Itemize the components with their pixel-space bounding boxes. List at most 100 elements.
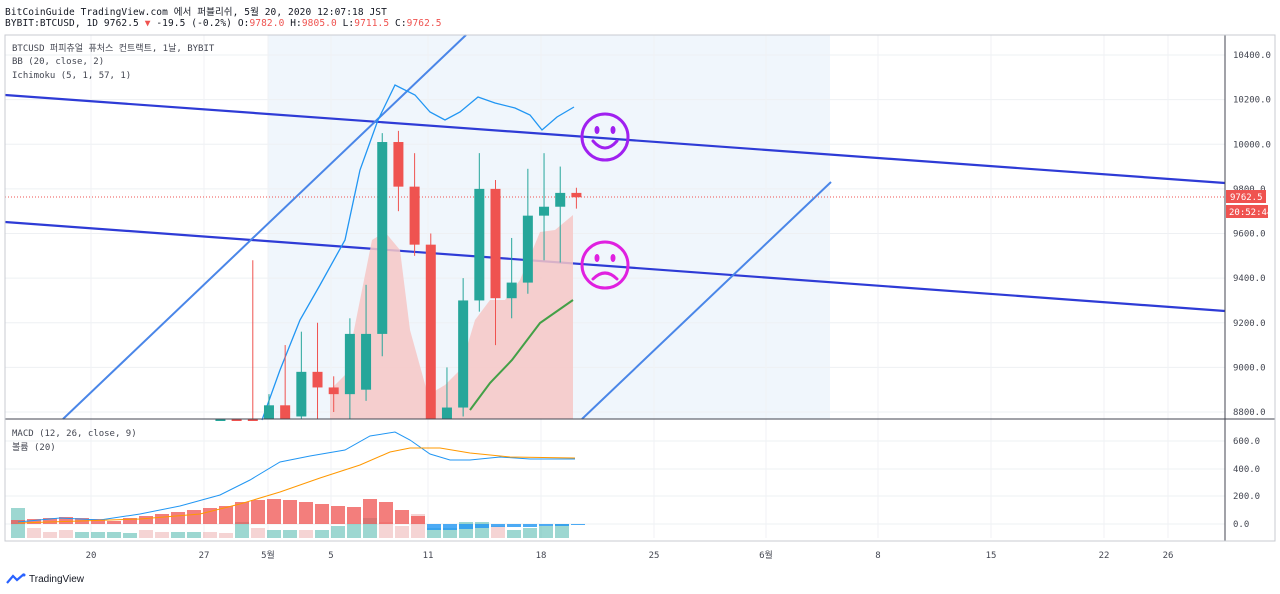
volume-bar bbox=[443, 528, 457, 538]
symbol-label: BYBIT:BTCUSD, 1D 9762.5 bbox=[5, 18, 139, 29]
candle-body bbox=[231, 419, 242, 421]
high-label: H: bbox=[290, 18, 302, 29]
volume-bar bbox=[219, 533, 233, 538]
candles bbox=[215, 130, 582, 421]
volume-bar bbox=[43, 532, 57, 538]
sad-smiley-icon-mouth bbox=[591, 271, 619, 281]
candle-body bbox=[377, 142, 388, 334]
price-tick: 9600.0 bbox=[1233, 230, 1266, 240]
candle-body bbox=[522, 215, 533, 283]
tradingview-logo[interactable]: TradingView bbox=[6, 573, 84, 585]
volume-bar bbox=[155, 532, 169, 538]
candle-body bbox=[441, 407, 452, 419]
volume-bar bbox=[299, 530, 313, 538]
candle-body bbox=[393, 142, 404, 187]
volume-bar bbox=[539, 526, 553, 538]
macd-histogram-bar bbox=[267, 499, 281, 524]
candle-body bbox=[539, 206, 550, 216]
volume-bar bbox=[491, 526, 505, 538]
macd-histogram-bar bbox=[395, 510, 409, 524]
time-tick: 20 bbox=[86, 551, 97, 561]
price-tick: 10000.0 bbox=[1233, 140, 1271, 150]
macd-histogram-bar bbox=[171, 512, 185, 524]
volume-bar bbox=[59, 530, 73, 538]
volume-bar bbox=[27, 528, 41, 538]
macd-histogram-bar bbox=[139, 516, 153, 524]
candle-body bbox=[247, 419, 258, 421]
volume-bar bbox=[139, 530, 153, 538]
candle-body bbox=[215, 419, 226, 421]
price-tick: 10400.0 bbox=[1233, 51, 1271, 61]
macd-histogram-bar bbox=[91, 519, 105, 524]
time-tick: 15 bbox=[986, 551, 997, 561]
volume-bars bbox=[11, 508, 569, 538]
candle-body bbox=[328, 387, 339, 395]
volume-bar bbox=[235, 522, 249, 538]
macd-histogram-bar bbox=[283, 500, 297, 524]
candle-body bbox=[296, 371, 307, 417]
last-price-text: 9762.5 bbox=[1230, 193, 1263, 203]
open-label: O: bbox=[237, 18, 250, 29]
macd-histogram-bar bbox=[427, 524, 441, 530]
price-labels: 9762.5 20:52:44 bbox=[1226, 190, 1272, 218]
time-tick: 5 bbox=[328, 551, 333, 561]
price-tick: 9000.0 bbox=[1233, 363, 1266, 373]
volume-bar bbox=[331, 526, 345, 538]
macd-histogram-bar bbox=[459, 524, 473, 529]
macd-histogram-bar bbox=[155, 514, 169, 524]
candle-body bbox=[571, 192, 582, 198]
price-tick: 10200.0 bbox=[1233, 96, 1271, 106]
legend-bb: BB (20, close, 2) bbox=[12, 57, 104, 67]
last-price-tag bbox=[1226, 190, 1266, 203]
chart-frame bbox=[4, 34, 1276, 542]
volume-bar bbox=[107, 532, 121, 538]
volume-bar bbox=[507, 530, 521, 538]
time-tick: 5월 bbox=[261, 549, 275, 561]
publish-info: BitCoinGuide TradingView.com 에서 퍼블리쉬, 5월… bbox=[5, 7, 387, 18]
low-value: 9711.5 bbox=[354, 18, 390, 29]
trend-line-right bbox=[581, 181, 832, 420]
legend-macd: MACD (12, 26, close, 9) bbox=[12, 429, 137, 439]
candle-body bbox=[506, 282, 517, 299]
countdown-text: 20:52:44 bbox=[1229, 208, 1272, 218]
macd-histogram-bar bbox=[443, 524, 457, 530]
macd-histogram-bar bbox=[219, 506, 233, 524]
macd-tick: 600.0 bbox=[1233, 437, 1260, 447]
macd-histogram-bar bbox=[123, 518, 137, 524]
volume-bar bbox=[267, 530, 281, 538]
legend-volume: 볼륨 (20) bbox=[12, 442, 56, 453]
macd-line bbox=[17, 431, 575, 523]
volume-bar bbox=[171, 532, 185, 538]
macd-histogram-bar bbox=[299, 502, 313, 524]
macd-histogram-bar bbox=[507, 524, 521, 527]
volume-bar bbox=[379, 522, 393, 538]
volume-bar bbox=[187, 532, 201, 538]
candle-body bbox=[555, 192, 566, 207]
time-tick: 25 bbox=[649, 551, 660, 561]
price-tick: 8800.0 bbox=[1233, 408, 1266, 418]
low-label: L: bbox=[342, 18, 355, 29]
happy-smiley-icon-mouth bbox=[591, 139, 619, 150]
candle-body bbox=[344, 333, 355, 395]
volume-bar bbox=[75, 532, 89, 538]
time-tick: 26 bbox=[1163, 551, 1174, 561]
axes: 10400.0 10200.0 10000.0 9800.0 9600.0 9400.0 9… bbox=[4, 34, 1276, 561]
macd-tick: 0.0 bbox=[1233, 520, 1249, 530]
sad-smiley-icon-eye-right bbox=[610, 254, 616, 262]
close-label: C: bbox=[395, 18, 407, 29]
price-tick: 9800.0 bbox=[1233, 185, 1266, 195]
price-tick: 9200.0 bbox=[1233, 319, 1266, 329]
macd-histogram-bar bbox=[107, 521, 121, 524]
macd-histogram-bar bbox=[523, 524, 537, 527]
candle-body bbox=[409, 186, 420, 245]
time-tick: 22 bbox=[1099, 551, 1110, 561]
macd-histogram-bar bbox=[555, 524, 569, 526]
happy-smiley-icon-eye-left bbox=[594, 126, 600, 134]
happy-smiley-icon-face bbox=[580, 112, 630, 162]
volume-bar bbox=[283, 530, 297, 538]
volume-bar bbox=[203, 532, 217, 538]
candle-body bbox=[490, 188, 501, 299]
open-value: 9782.0 bbox=[249, 18, 285, 29]
macd-histogram-bar bbox=[43, 518, 57, 524]
